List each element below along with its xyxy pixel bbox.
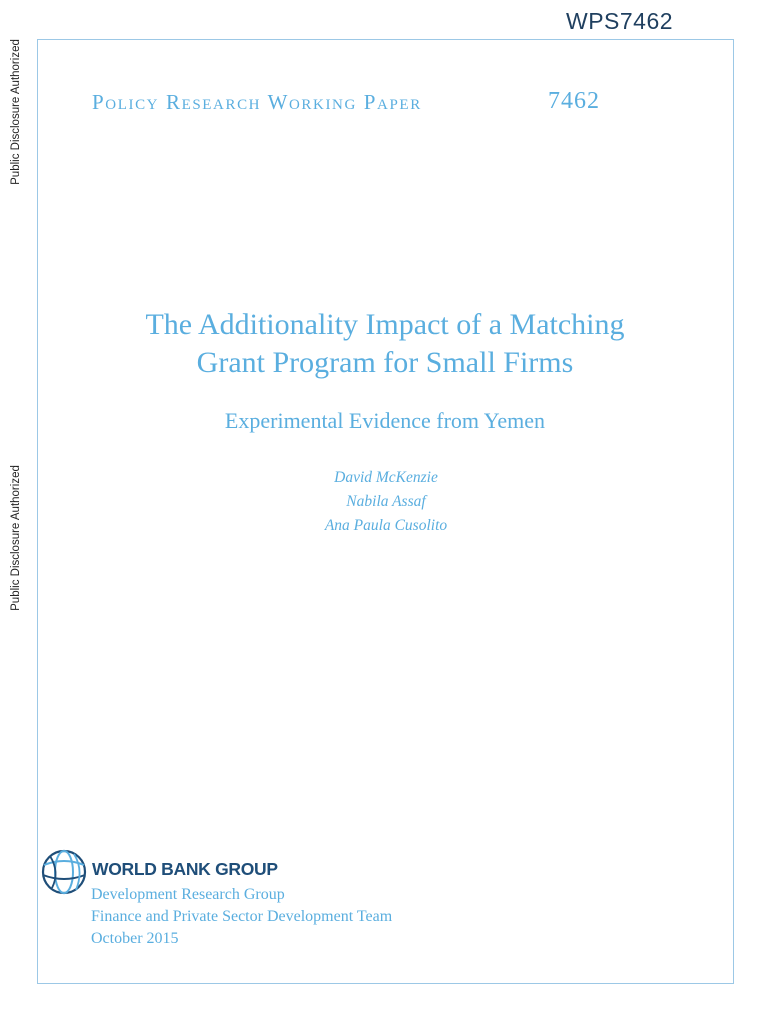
author: Nabila Assaf	[346, 493, 426, 510]
author-list: David McKenzie Nabila Assaf Ana Paula Cu…	[186, 466, 586, 538]
report-id: WPS7462	[566, 8, 674, 34]
author: Ana Paula Cusolito	[324, 517, 448, 534]
footer-date: October 2015	[91, 930, 179, 947]
series-title: Policy Research Working Paper	[92, 90, 422, 114]
footer-team: Finance and Private Sector Development T…	[91, 908, 393, 925]
title-line-1: The Additionality Impact of a Matching	[145, 308, 625, 341]
paper-subtitle: Experimental Evidence from Yemen	[224, 408, 546, 433]
footer-block: Development Research Group Finance and P…	[91, 884, 392, 950]
paper-title: The Additionality Impact of a Matching G…	[60, 306, 710, 382]
author: David McKenzie	[334, 469, 438, 486]
disclosure-label-bottom: Public Disclosure Authorized	[10, 465, 22, 611]
footer-group: Development Research Group	[91, 886, 285, 903]
title-line-2: Grant Program for Small Firms	[196, 346, 574, 379]
cover-frame	[37, 39, 734, 984]
world-bank-group-logo: WORLD BANK GROUP	[92, 859, 278, 879]
paper-number: 7462	[548, 88, 600, 114]
disclosure-label-top: Public Disclosure Authorized	[10, 39, 22, 185]
world-bank-globe-icon	[41, 849, 87, 895]
